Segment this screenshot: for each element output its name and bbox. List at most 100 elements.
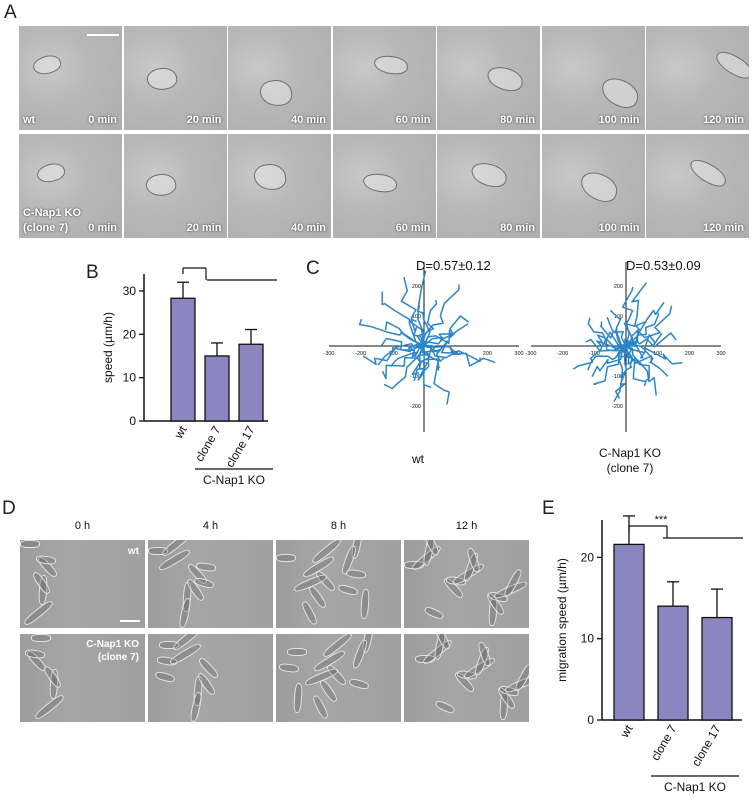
ko-track-label-line1: C-Nap1 KO [598, 446, 662, 460]
cell-track [625, 312, 660, 347]
bar [170, 297, 196, 422]
cell-track [625, 332, 677, 348]
x-tick-label: clone 7 [648, 722, 680, 763]
cell-track [381, 345, 425, 380]
time-label: 120 min [703, 114, 744, 126]
time-label: 80 min [500, 222, 535, 234]
cell-image [469, 160, 509, 190]
cell-track [625, 332, 663, 351]
scale-bar [120, 620, 140, 622]
timelapse-frame: 100 min [541, 134, 645, 238]
cell-image [686, 155, 730, 191]
timelapse-frame: 60 min [332, 134, 436, 238]
wt-trajectory-plot: -300-200-100100200300300200100-100-200-3… [323, 262, 524, 432]
y-tick-label: 20 [123, 327, 137, 341]
time-label: 60 min [395, 114, 431, 126]
wound-frame [148, 634, 273, 722]
cell-image [576, 168, 621, 206]
cell-image [177, 597, 193, 628]
time-label: 4 h [202, 520, 219, 532]
timelapse-frame: 20 min [123, 134, 227, 238]
time-label: 40 min [291, 222, 326, 234]
cell-image [20, 540, 40, 548]
wound-frame [404, 634, 529, 722]
y-tick-label: 10 [581, 632, 595, 646]
time-label: 120 min [703, 222, 744, 234]
y-tick-label: 200 [614, 284, 623, 290]
timelapse-frame: 20 min [123, 26, 227, 130]
row-label-ko: C-Nap1 KO (clone 7) [86, 638, 139, 664]
row-label-ko-line1: C-Nap1 KO [86, 639, 139, 650]
timelapse-frame: 80 min [437, 26, 540, 130]
time-label: 8 h [330, 520, 347, 532]
cell-image [404, 561, 424, 569]
cell-image [22, 598, 55, 628]
cell-image [144, 65, 179, 93]
wound-frame [276, 634, 401, 722]
cell-image [712, 47, 749, 83]
time-label: 60 min [395, 222, 431, 234]
y-tick-label: -200 [612, 404, 623, 410]
x-tick-label: -100 [589, 351, 600, 357]
timelapse-frame: 80 min [437, 134, 540, 238]
y-tick-label: -100 [612, 374, 623, 380]
cell-image [434, 699, 456, 715]
time-label: 80 min [500, 114, 535, 126]
timelapse-frame: 100 min [541, 26, 645, 130]
wt-track-label: wt [412, 452, 424, 466]
ko-track-label-line2: (clone 7) [606, 461, 654, 475]
cell-track [381, 291, 425, 347]
panel-label-e: E [542, 498, 555, 519]
cell-track [625, 305, 673, 347]
ko-track-label: C-Nap1 KO (clone 7) [580, 446, 680, 476]
cell-track [625, 345, 669, 377]
time-label: 40 min [291, 114, 326, 126]
time-label: 100 min [598, 114, 640, 126]
cell-image [292, 682, 304, 714]
y-tick-label: 100 [412, 314, 421, 320]
x-tick-label: clone 7 [192, 423, 224, 464]
timelapse-frame: 60 min [332, 26, 436, 130]
group-label: C-Nap1 KO [664, 780, 726, 794]
cell-image [423, 605, 445, 621]
cell-track [614, 345, 628, 399]
cell-track [410, 318, 425, 347]
x-tick-label: 200 [483, 351, 492, 357]
y-tick-label: 0 [129, 414, 136, 428]
cell-track [624, 321, 646, 347]
time-label: 12 h [455, 520, 478, 532]
cell-track [383, 345, 425, 390]
cell-image [143, 171, 178, 199]
cell-image [253, 162, 287, 192]
speed-bar-chart: 0 10 20 30 speed (µm/h) wt clone 7 clone 17 C-Na… [101, 262, 277, 487]
cell-image [148, 547, 168, 555]
time-label: 0 min [88, 222, 117, 234]
x-tick-label: -200 [355, 351, 366, 357]
x-tick-label: -300 [323, 351, 334, 357]
cell-image [159, 641, 179, 649]
panel-label-c: C [306, 258, 320, 279]
cell-image [34, 159, 68, 187]
x-tick-label: wt [171, 423, 190, 442]
y-axis-label: speed (µm/h) [101, 312, 115, 383]
row-label-ko-line2: (clone 7) [97, 652, 139, 663]
cell-image [311, 694, 330, 720]
cell-image [259, 78, 293, 108]
row-label-wt: wt [127, 546, 139, 557]
row-label-ko: C-Nap1 KO [23, 207, 82, 219]
row-label-ko-clone: (clone 7) [23, 222, 69, 234]
cell-image [154, 670, 176, 684]
migration-speed-bar-chart: 0 10 20 migration speed (µm/h) wt clone 7 clon… [555, 514, 743, 794]
cell-image [31, 634, 51, 642]
cell-track [362, 342, 425, 366]
cell-track [416, 301, 425, 347]
cell-track [421, 340, 457, 354]
cell-image [415, 655, 435, 663]
cell-image [372, 54, 409, 76]
time-label: 100 min [598, 222, 640, 234]
bar [238, 343, 264, 422]
bar [657, 605, 689, 721]
panel-d-wound-healing: 0 h 4 h 8 h 12 h wt C-Nap1 KO (clone 7) [20, 520, 530, 765]
cell-track [423, 323, 469, 347]
cell-image [513, 661, 529, 693]
